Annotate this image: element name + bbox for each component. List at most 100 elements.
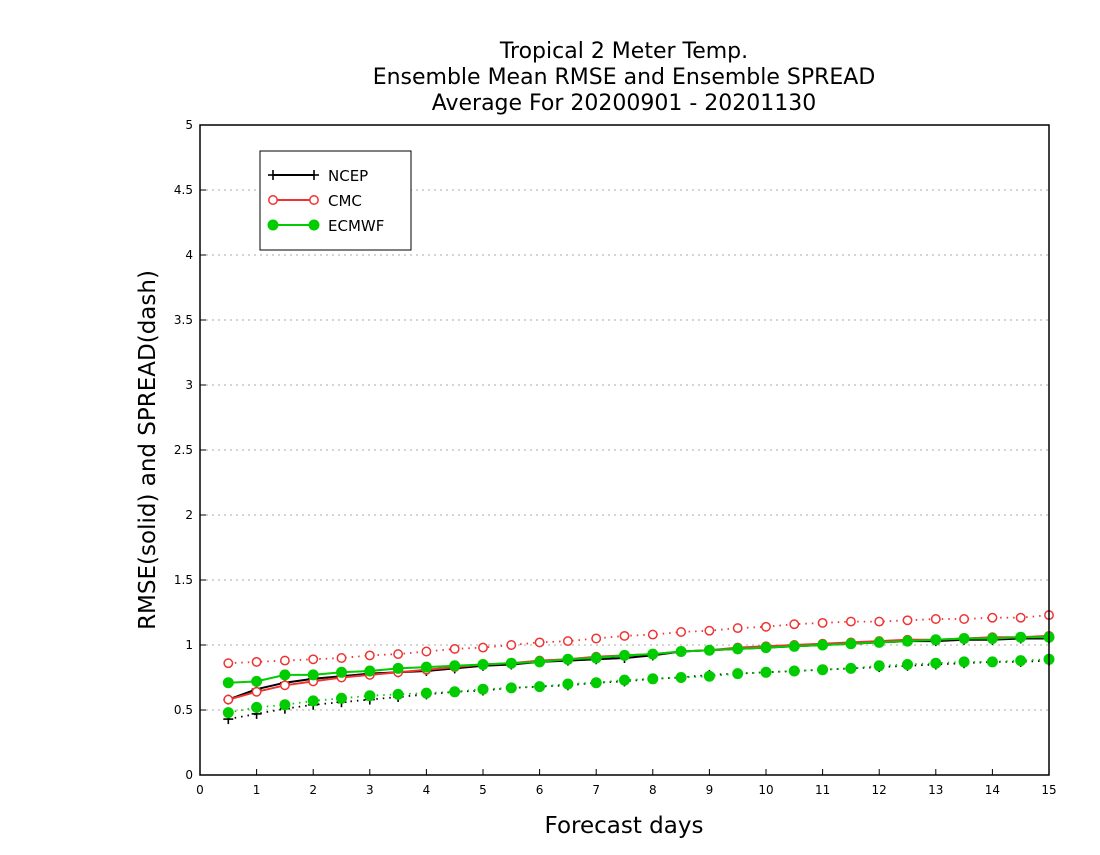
cmc-spread-point [959,614,970,624]
cmc-spread-point [704,625,715,636]
ecmwf-spread-point [449,686,461,698]
ecmwf-rmse-point [392,662,404,674]
ecmwf-spread-point [732,668,744,680]
ecmwf-rmse-point [222,677,234,689]
y-tick-label: 3 [185,378,193,392]
x-tick-label: 7 [592,783,600,797]
x-tick-label: 8 [649,783,657,797]
cmc-spread-point [421,646,432,657]
ecmwf-rmse-point [505,657,517,669]
x-tick-label: 9 [706,783,714,797]
ecmwf-spread-point [392,688,404,700]
ecmwf-rmse-point [1015,631,1027,643]
cmc-spread-point [647,629,658,640]
ecmwf-rmse-point [817,639,829,651]
x-tick-label: 1 [253,783,261,797]
ecmwf-spread-point [873,660,885,672]
x-tick-label: 3 [366,783,374,797]
ecmwf-spread-point [251,701,263,713]
y-tick-label: 5 [185,118,193,132]
cmc-spread-point [562,636,573,647]
ecmwf-spread-point [760,666,772,678]
legend-marker-cmc [268,195,278,205]
ecmwf-spread-point [958,656,970,668]
y-tick-label: 1 [185,638,193,652]
cmc-spread-point [251,656,262,667]
ecmwf-rmse-point [788,640,800,652]
ecmwf-rmse-point [477,659,489,670]
ecmwf-rmse-point [307,669,319,681]
legend-label-cmc: CMC [328,192,362,210]
ncep-rmse-line [227,637,1049,701]
ecmwf-rmse-point [760,642,772,654]
ecmwf-spread-point [703,670,715,682]
cmc-spread-point [817,617,828,628]
y-tick-label: 3.5 [174,313,193,327]
ecmwf-spread-point [222,707,234,719]
ecmwf-rmse-point [930,634,942,646]
cmc-spread-point [902,615,913,626]
ecmwf-spread-point [307,695,319,707]
ecmwf-rmse-point [873,636,885,648]
y-tick-label: 4.5 [174,183,193,197]
ecmwf-spread-point [477,683,489,695]
x-tick-label: 0 [196,783,204,797]
chart-title-line-3: Average For 20200901 - 20201130 [432,91,817,116]
cmc-spread-point [874,616,885,627]
ecmwf-rmse-point [675,646,687,657]
ecmwf-spread-point [817,664,829,676]
y-tick-label: 1.5 [174,573,193,587]
cmc-spread-point [223,658,234,669]
cmc-spread-point [930,614,941,624]
cmc-spread-point [534,637,545,648]
ecmwf-rmse-point [279,669,291,681]
cmc-spread-point [591,633,602,644]
cmc-spread-point [732,623,743,634]
cmc-spread-point [845,616,856,627]
ecmwf-spread-point [930,657,942,669]
ecmwf-rmse-point [845,638,857,650]
axis-ticks: 0 1 2 3 4 5 6 7 8 9 10 11 12 13 14 1500.511.522.533.544… [174,118,1057,797]
legend-marker-ecmwf [267,219,279,231]
ecmwf-spread-point [845,662,857,674]
cmc-spread-point [478,642,488,653]
cmc-rmse-point [279,680,290,691]
ecmwf-rmse-point [647,648,659,660]
x-tick-label: 5 [479,783,487,797]
ecmwf-rmse-point [534,656,546,668]
x-tick-label: 14 [985,783,1000,797]
ecmwf-spread-point [534,681,546,693]
x-tick-label: 11 [815,783,830,797]
legend-marker-ncep [309,170,319,180]
ecmwf-rmse-point [703,644,715,656]
cmc-spread-point [449,643,460,654]
ecmwf-spread-point [336,692,347,704]
y-tick-label: 2.5 [174,443,193,457]
cmc-spread-point [393,649,404,660]
legend-marker-ecmwf [308,219,320,231]
ecmwf-spread-point [590,677,602,689]
legend-marker-ncep [268,170,278,180]
legend-marker-cmc [309,195,319,205]
cmc-spread-point [761,621,771,632]
ecmwf-rmse-point [562,653,574,665]
ecmwf-rmse-point [958,633,970,644]
x-tick-label: 10 [758,783,773,797]
y-axis-title: RMSE(solid) and SPREAD(dash) [135,270,161,630]
cmc-rmse-point [223,694,234,705]
y-tick-label: 0 [185,768,193,782]
cmc-spread-point [987,612,998,623]
cmc-spread-point [676,627,687,637]
ecmwf-rmse-point [590,652,602,664]
ecmwf-spread-point [619,674,630,686]
cmc-rmse-point [251,686,262,697]
ecmwf-rmse-point [364,665,376,677]
ecmwf-spread-point [788,665,800,677]
legend-label-ecmwf: ECMWF [328,217,384,235]
ecmwf-rmse-point [449,660,461,672]
ecmwf-rmse-point [336,666,347,678]
legend-label-ncep: NCEP [328,167,368,185]
chart-title-line-1: Tropical 2 Meter Temp. [499,39,748,64]
